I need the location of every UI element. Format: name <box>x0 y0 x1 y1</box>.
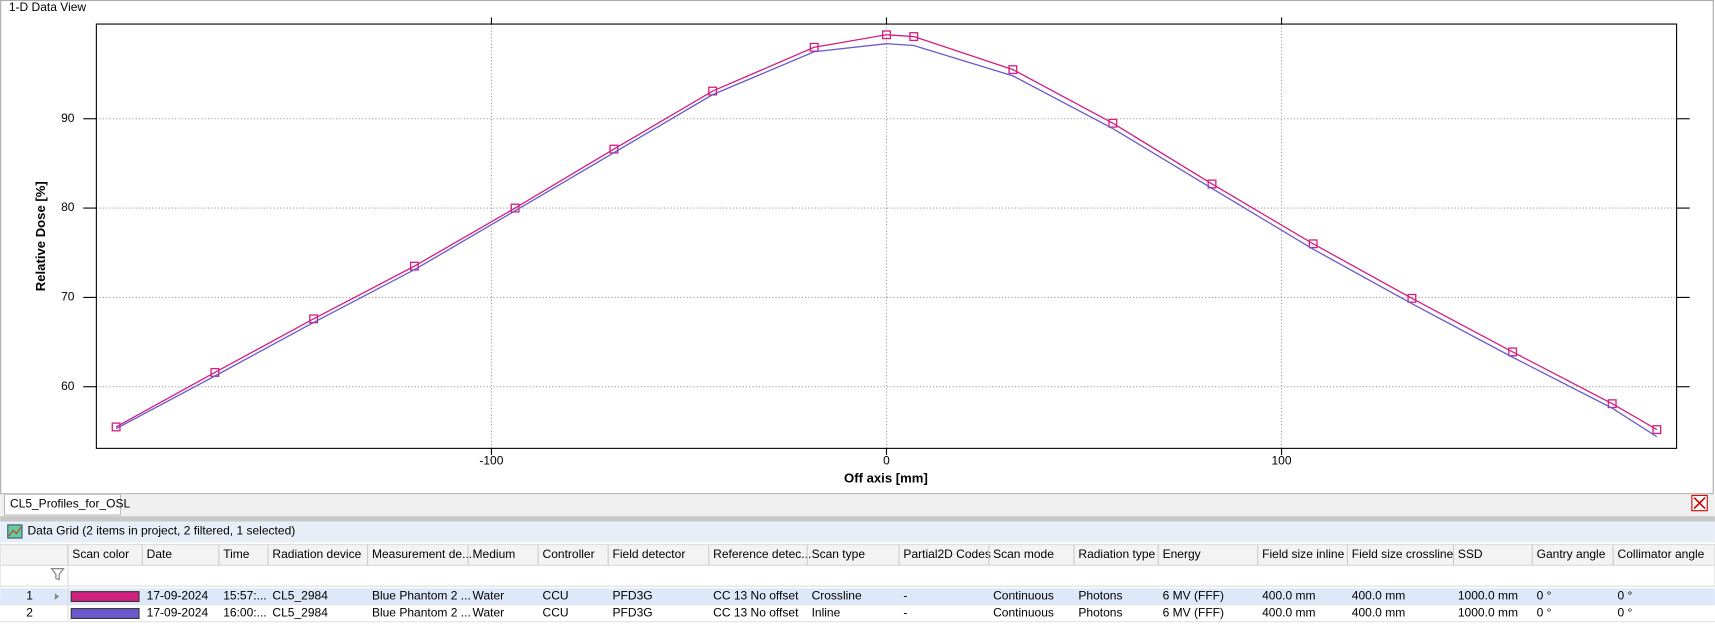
grid-cell[interactable]: 0 ° <box>1537 606 1552 620</box>
splitter[interactable] <box>0 516 1715 522</box>
series-marker <box>1008 65 1018 75</box>
series-marker <box>1508 347 1518 357</box>
column-header[interactable]: Date <box>147 547 173 561</box>
x-tick-label: 100 <box>1272 454 1292 468</box>
grid-cell[interactable]: 1000.0 mm <box>1458 606 1518 620</box>
grid-cell[interactable]: Photons <box>1078 589 1122 603</box>
chart-panel <box>0 0 1714 495</box>
column-header[interactable]: Scan type <box>812 547 866 561</box>
grid-cell[interactable]: 16:00:... <box>223 606 266 620</box>
series-marker <box>1308 239 1318 249</box>
grid-cell[interactable]: 400.0 mm <box>1262 589 1315 603</box>
grid-icon <box>7 524 23 539</box>
grid-cell[interactable]: Photons <box>1078 606 1122 620</box>
grid-cell[interactable]: PFD3G <box>613 589 653 603</box>
tab-bar <box>0 494 1715 517</box>
column-header[interactable]: SSD <box>1458 547 1483 561</box>
column-header[interactable]: Medium <box>473 547 516 561</box>
series-marker <box>1652 425 1662 435</box>
plot-frame <box>95 23 1678 449</box>
row-number[interactable]: 2 <box>26 606 33 620</box>
column-header[interactable]: Gantry angle <box>1537 547 1606 561</box>
close-button[interactable] <box>1691 494 1708 512</box>
y-tick-label: 90 <box>61 111 75 125</box>
grid-cell[interactable]: 400.0 mm <box>1352 589 1405 603</box>
row-number[interactable]: 1 <box>26 589 33 603</box>
column-header[interactable]: Reference detec... <box>713 547 811 561</box>
series-marker <box>909 32 919 42</box>
column-header[interactable]: Radiation type <box>1078 547 1155 561</box>
grid-cell[interactable]: CL5_2984 <box>272 589 328 603</box>
grid-cell[interactable]: Blue Phantom 2 ... <box>372 589 471 603</box>
filter-icon[interactable] <box>50 568 65 581</box>
grid-cell[interactable]: 6 MV (FFF) <box>1163 589 1224 603</box>
column-header[interactable]: Scan mode <box>993 547 1054 561</box>
grid-cell[interactable]: Continuous <box>993 589 1054 603</box>
x-tick-label: -100 <box>479 454 503 468</box>
row-indicator <box>54 593 60 600</box>
column-header[interactable]: Field detector <box>613 547 686 561</box>
grid-cell[interactable]: Crossline <box>812 589 862 603</box>
tab[interactable] <box>3 493 121 516</box>
scan-color-swatch <box>70 608 140 619</box>
grid-cell[interactable]: CL5_2984 <box>272 606 328 620</box>
grid-cell[interactable]: CC 13 No offset <box>713 589 799 603</box>
grid-cell[interactable]: PFD3G <box>613 606 653 620</box>
selected-row-highlight <box>0 588 1715 605</box>
grid-cell[interactable]: 0 ° <box>1618 589 1633 603</box>
y-tick-label: 70 <box>61 290 75 304</box>
grid-cell[interactable]: 17-09-2024 <box>147 589 209 603</box>
y-axis-label: Relative Dose [%] <box>33 181 48 291</box>
x-axis-label: Off axis [mm] <box>844 470 928 485</box>
grid-cell[interactable]: Water <box>473 606 505 620</box>
grid-cell[interactable]: Water <box>473 589 505 603</box>
grid-cell[interactable]: CC 13 No offset <box>713 606 799 620</box>
grid-cell[interactable]: 1000.0 mm <box>1458 589 1518 603</box>
grid-cell[interactable]: - <box>903 606 907 620</box>
column-header[interactable]: Measurement de... <box>372 547 472 561</box>
grid-title: Data Grid (2 items in project, 2 filtere… <box>27 524 295 538</box>
column-header[interactable]: Controller <box>543 547 595 561</box>
column-header[interactable]: Energy <box>1163 547 1201 561</box>
grid-cell[interactable]: 6 MV (FFF) <box>1163 606 1224 620</box>
grid-cell[interactable]: Inline <box>812 606 841 620</box>
grid-cell[interactable]: Continuous <box>993 606 1054 620</box>
series-line <box>115 34 1658 431</box>
grid-cell[interactable]: 0 ° <box>1537 589 1552 603</box>
series-line <box>115 43 1658 438</box>
filter-row[interactable] <box>0 564 1715 587</box>
window-title: 1-D Data View <box>9 0 87 14</box>
x-tick-label: 0 <box>883 454 890 468</box>
column-header[interactable]: Time <box>223 547 250 561</box>
column-header[interactable]: Scan color <box>72 547 129 561</box>
grid-cell[interactable]: Blue Phantom 2 ... <box>372 606 471 620</box>
column-header[interactable]: Partial2D Codes <box>903 547 991 561</box>
tab-label[interactable]: CL5_Profiles_for_OSL <box>10 496 131 510</box>
grid-cell[interactable]: 17-09-2024 <box>147 606 209 620</box>
grid-cell[interactable]: CCU <box>543 589 569 603</box>
grid-title-bar <box>0 521 1715 543</box>
grid-cell[interactable]: 400.0 mm <box>1352 606 1405 620</box>
grid-cell[interactable]: 15:57:... <box>223 589 266 603</box>
grid-cell[interactable]: - <box>903 589 907 603</box>
scan-color-swatch <box>70 591 140 603</box>
column-header[interactable]: Field size crossline <box>1352 547 1454 561</box>
column-header[interactable]: Collimator angle <box>1618 547 1705 561</box>
grid-cell[interactable]: 400.0 mm <box>1262 606 1315 620</box>
grid-cell[interactable]: CCU <box>543 606 569 620</box>
grid-cell[interactable]: 0 ° <box>1618 606 1633 620</box>
y-tick-label: 80 <box>61 200 75 214</box>
series-marker <box>1407 293 1417 303</box>
series-marker <box>881 30 891 40</box>
column-header[interactable]: Radiation device <box>272 547 361 561</box>
column-header[interactable]: Field size inline <box>1262 547 1344 561</box>
y-tick-label: 60 <box>61 379 75 393</box>
series-marker <box>1108 118 1118 128</box>
